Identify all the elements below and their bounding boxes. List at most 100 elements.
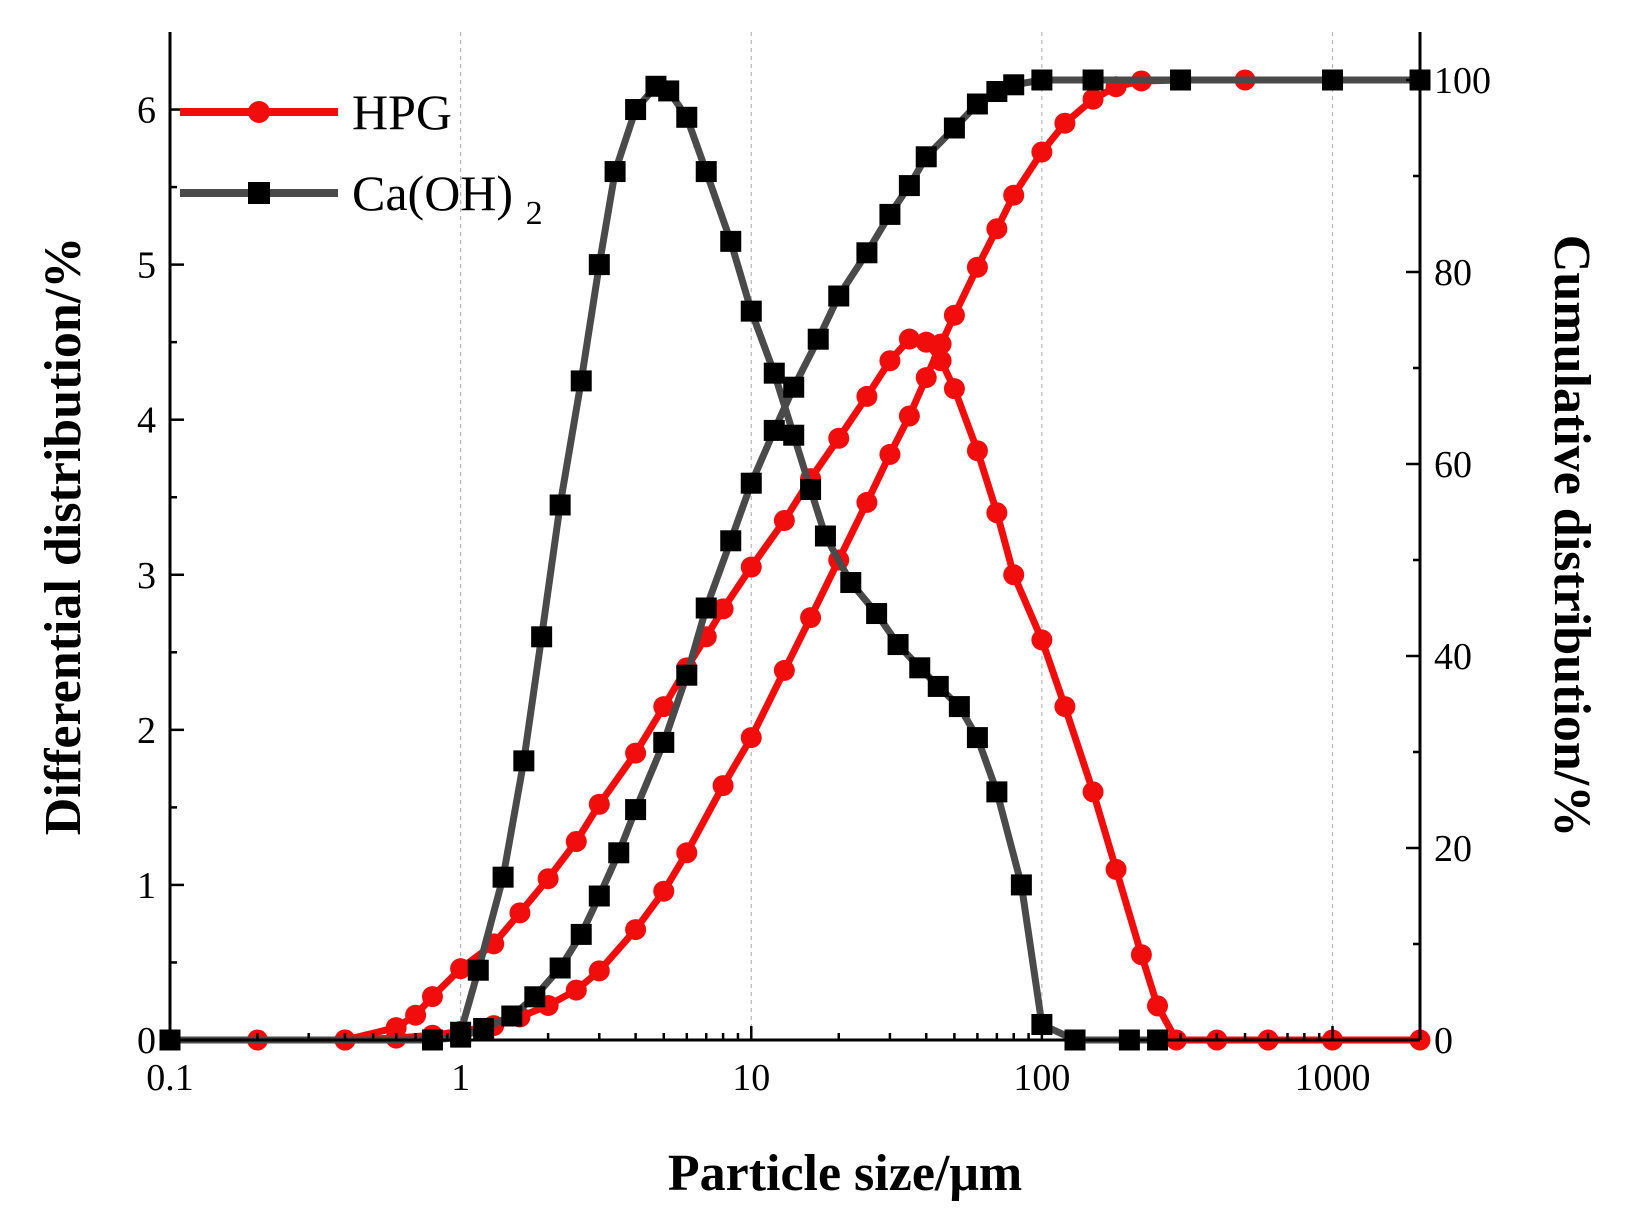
- y-left-tick-label: 0: [137, 1020, 156, 1062]
- y-left-tick-label: 1: [137, 865, 156, 907]
- data-point-ca-oh-2-differential: [467, 959, 489, 981]
- data-point-hpg-cumulative: [565, 979, 587, 1001]
- legend-label-caoh2-subscript: 2: [526, 195, 543, 232]
- legend-entry-caoh2: Ca(OH) 2: [180, 165, 543, 232]
- data-point-ca-oh-2-differential: [549, 494, 571, 516]
- data-point-ca-oh-2-differential: [966, 727, 988, 749]
- data-point-ca-oh-2-cumulative: [856, 242, 878, 264]
- data-point-ca-oh-2-cumulative: [549, 957, 571, 979]
- data-point-ca-oh-2-differential: [1031, 1013, 1053, 1035]
- legend-label-caoh2-main: Ca(OH): [352, 165, 513, 221]
- data-point-ca-oh-2-cumulative: [501, 1005, 523, 1027]
- data-point-hpg-cumulative: [653, 880, 675, 902]
- data-point-ca-oh-2-differential: [658, 80, 680, 102]
- data-point-hpg-differential: [986, 502, 1008, 524]
- data-point-ca-oh-2-differential: [763, 362, 785, 384]
- data-point-hpg-differential: [1130, 944, 1152, 966]
- data-point-hpg-differential: [712, 598, 734, 620]
- y-right-tick-label: 20: [1434, 828, 1472, 870]
- data-point-hpg-differential: [653, 696, 675, 718]
- x-tick-label: 10: [732, 1057, 770, 1099]
- data-point-ca-oh-2-differential: [740, 300, 762, 322]
- x-axis-title: Particle size/μm: [668, 1145, 1022, 1202]
- data-point-ca-oh-2-cumulative: [570, 923, 592, 945]
- data-point-hpg-differential: [509, 902, 531, 924]
- data-point-hpg-differential: [1105, 858, 1127, 880]
- data-point-hpg-differential: [537, 868, 559, 890]
- data-point-ca-oh-2-differential: [800, 478, 822, 500]
- data-point-ca-oh-2-cumulative: [1031, 69, 1053, 91]
- data-point-ca-oh-2-differential: [676, 106, 698, 128]
- data-point-hpg-differential: [565, 831, 587, 853]
- legend-entry-hpg: HPG: [180, 84, 452, 140]
- data-point-ca-oh-2-differential: [492, 866, 514, 888]
- right-y-axis-title: Cumulative distribution/%: [1543, 235, 1600, 837]
- data-point-hpg-differential: [1147, 995, 1169, 1017]
- data-point-hpg-differential: [450, 958, 472, 980]
- data-point-hpg-cumulative: [1003, 184, 1025, 206]
- data-point-hpg-cumulative: [915, 367, 937, 389]
- data-point-hpg-differential: [588, 793, 610, 815]
- data-point-ca-oh-2-cumulative: [879, 203, 901, 225]
- data-point-hpg-differential: [966, 440, 988, 462]
- data-point-ca-oh-2-differential: [588, 254, 610, 276]
- data-point-hpg-differential: [625, 742, 647, 764]
- data-series: [159, 69, 1431, 1051]
- data-point-hpg-cumulative: [898, 405, 920, 427]
- series-line-ca-oh-2-differential: [457, 82, 1161, 1044]
- series-line-hpg-cumulative: [166, 76, 1424, 1044]
- data-point-ca-oh-2-cumulative: [783, 376, 805, 398]
- data-point-ca-oh-2-differential: [570, 370, 592, 392]
- data-point-ca-oh-2-differential: [909, 657, 931, 679]
- data-point-ca-oh-2-differential: [866, 603, 888, 625]
- data-point-hpg-differential: [421, 986, 443, 1008]
- y-right-tick-label: 40: [1434, 636, 1472, 678]
- data-point-hpg-differential: [1031, 629, 1053, 651]
- data-point-ca-oh-2-cumulative: [986, 81, 1008, 103]
- data-point-ca-oh-2-differential: [986, 781, 1008, 803]
- data-point-hpg-cumulative: [943, 304, 965, 326]
- data-point-hpg-differential: [1054, 696, 1076, 718]
- data-point-ca-oh-2-cumulative: [915, 146, 937, 168]
- data-point-ca-oh-2-cumulative: [1082, 69, 1104, 91]
- data-point-ca-oh-2-cumulative: [653, 731, 675, 753]
- data-point-hpg-cumulative: [588, 960, 610, 982]
- data-point-ca-oh-2-differential: [948, 696, 970, 718]
- axes: [168, 32, 1422, 1042]
- data-point-ca-oh-2-cumulative: [608, 842, 630, 864]
- data-point-ca-oh-2-cumulative: [1322, 69, 1344, 91]
- data-point-ca-oh-2-differential: [604, 161, 626, 183]
- data-point-ca-oh-2-cumulative: [763, 419, 785, 441]
- data-point-hpg-differential: [773, 509, 795, 531]
- data-point-hpg-differential: [943, 378, 965, 400]
- data-point-hpg-cumulative: [712, 775, 734, 797]
- data-point-hpg-differential: [879, 350, 901, 372]
- legend-label-caoh2: Ca(OH) 2: [352, 165, 543, 232]
- x-tick-label: 0.1: [146, 1057, 194, 1099]
- y-left-tick-label: 3: [137, 555, 156, 597]
- data-point-hpg-cumulative: [986, 218, 1008, 240]
- data-point-ca-oh-2-differential: [814, 525, 836, 547]
- data-point-hpg-cumulative: [856, 491, 878, 513]
- data-point-ca-oh-2-cumulative: [524, 986, 546, 1008]
- data-point-hpg-differential: [856, 385, 878, 407]
- data-point-hpg-differential: [828, 427, 850, 449]
- left-y-axis-title: Differential distribution/%: [35, 237, 92, 835]
- y-right-tick-label: 80: [1434, 252, 1472, 294]
- data-point-ca-oh-2-differential: [887, 634, 909, 656]
- y-left-tick-label: 5: [137, 245, 156, 287]
- data-point-ca-oh-2-cumulative: [720, 530, 742, 552]
- x-tick-label: 1000: [1295, 1057, 1371, 1099]
- data-point-hpg-cumulative: [800, 607, 822, 629]
- y-right-tick-label: 0: [1434, 1020, 1453, 1062]
- legend-label-hpg: HPG: [352, 84, 452, 140]
- data-point-ca-oh-2-differential: [783, 424, 805, 446]
- data-point-hpg-cumulative: [1082, 88, 1104, 110]
- y-right-tick-label: 100: [1434, 60, 1491, 102]
- x-tick-label: 100: [1013, 1057, 1070, 1099]
- data-point-ca-oh-2-differential: [513, 750, 535, 772]
- data-point-hpg-differential: [1082, 781, 1104, 803]
- data-point-ca-oh-2-cumulative: [966, 93, 988, 115]
- data-point-ca-oh-2-differential: [625, 99, 647, 121]
